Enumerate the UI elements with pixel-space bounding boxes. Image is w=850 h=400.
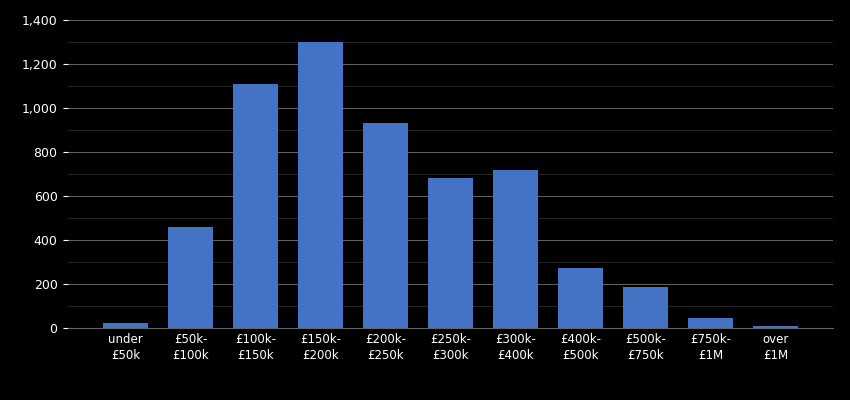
Bar [103,322,148,328]
Bar [493,170,538,328]
Bar [688,318,734,328]
Bar [363,124,408,328]
Bar [233,84,278,328]
Bar [167,227,213,328]
Bar [428,178,473,328]
Bar [753,326,798,328]
Bar [558,268,604,328]
Bar [623,287,668,328]
Bar [298,42,343,328]
